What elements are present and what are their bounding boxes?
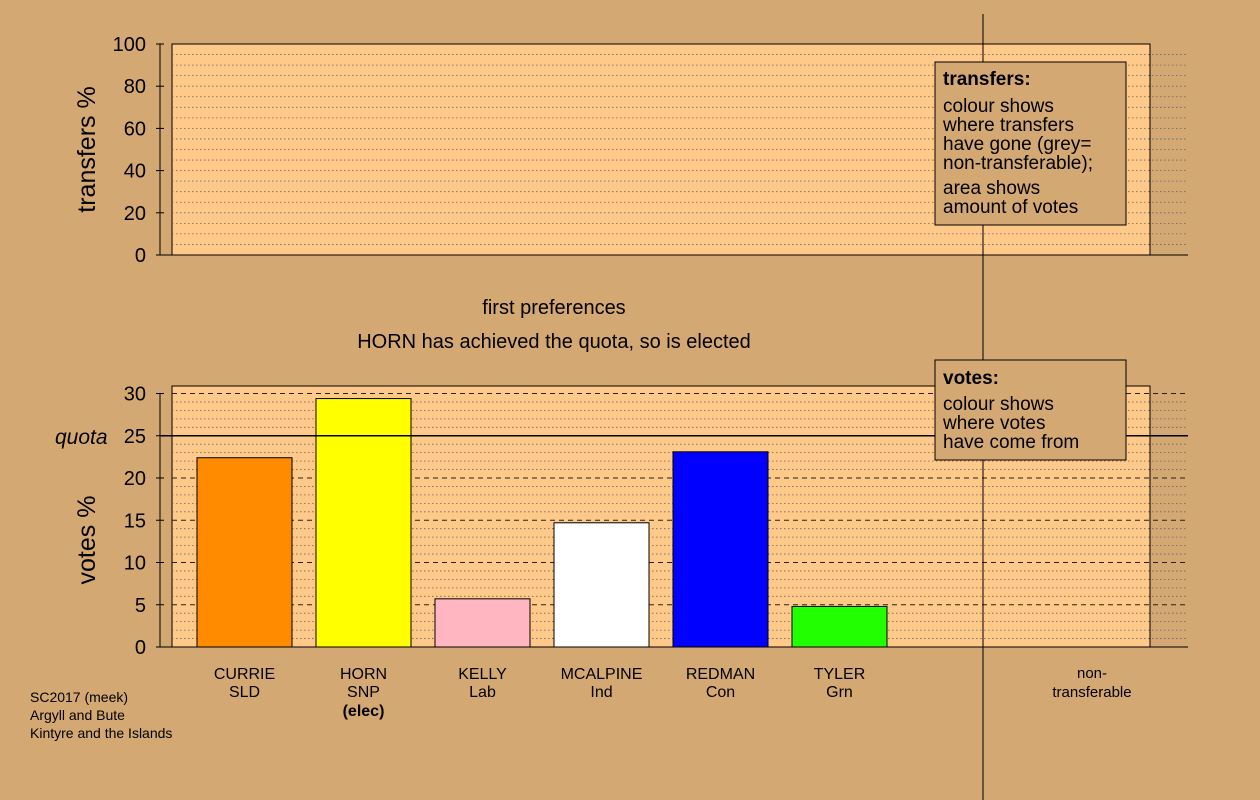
candidate-party-label: Grn bbox=[826, 684, 853, 701]
candidate-party-label: Ind bbox=[590, 684, 612, 701]
transfers-legend-title: transfers: bbox=[943, 69, 1031, 90]
bar-redman bbox=[672, 451, 769, 648]
transfers-y-tick-label: 80 bbox=[124, 76, 146, 98]
votes-y-tick-label: 0 bbox=[135, 637, 146, 659]
transfers-y-tick-label: 40 bbox=[124, 161, 146, 183]
transfers-legend-text: have gone (grey= bbox=[943, 134, 1091, 155]
votes-y-tick-label: 5 bbox=[135, 595, 146, 617]
footer-line: SC2017 (meek) bbox=[30, 689, 128, 705]
bar-horn bbox=[315, 398, 412, 648]
votes-y-tick-label: 25 bbox=[124, 426, 146, 448]
transfers-legend-text: area shows bbox=[943, 178, 1040, 199]
votes-y-tick-label: 20 bbox=[124, 468, 146, 490]
transfers-legend-text: non-transferable); bbox=[943, 153, 1093, 174]
transfers-legend-text: where transfers bbox=[942, 115, 1074, 136]
bar-tyler bbox=[791, 605, 888, 648]
nontransferable-label: non- bbox=[1077, 665, 1107, 682]
transfers-y-tick-label: 20 bbox=[124, 203, 146, 225]
transfers-y-axis-title: transfers % bbox=[73, 86, 101, 212]
transfers-legend-text: amount of votes bbox=[943, 197, 1078, 218]
chart-subtitle: HORN has achieved the quota, so is elect… bbox=[357, 331, 751, 353]
bar-mcalpine bbox=[553, 522, 650, 648]
candidate-party-label: SNP bbox=[347, 684, 380, 701]
quota-label: quota bbox=[55, 426, 108, 449]
candidate-name-label: KELLY bbox=[458, 666, 507, 683]
candidate-name-label: REDMAN bbox=[686, 666, 755, 683]
transfers-y-tick-label: 60 bbox=[124, 118, 146, 140]
candidate-name-label: CURRIE bbox=[214, 666, 275, 683]
transfers-y-tick-label: 0 bbox=[135, 245, 146, 267]
bar-kelly bbox=[434, 598, 531, 648]
votes-legend-text: where votes bbox=[942, 413, 1045, 434]
votes-legend bbox=[934, 359, 1127, 461]
votes-y-tick-label: 15 bbox=[124, 510, 146, 532]
votes-y-tick-label: 10 bbox=[124, 553, 146, 575]
candidate-name-label: MCALPINE bbox=[561, 666, 643, 683]
candidate-party-label: Con bbox=[706, 684, 735, 701]
elected-note: (elec) bbox=[343, 703, 385, 720]
bar-currie bbox=[196, 457, 293, 648]
candidate-name-label: HORN bbox=[340, 666, 387, 683]
nontransferable-label: transferable bbox=[1052, 684, 1131, 701]
transfers-legend bbox=[934, 61, 1127, 226]
votes-y-tick-label: 30 bbox=[124, 384, 146, 406]
transfers-y-tick-label: 100 bbox=[113, 34, 146, 56]
candidate-party-label: SLD bbox=[229, 684, 260, 701]
votes-legend-title: votes: bbox=[943, 368, 999, 389]
candidate-name-label: TYLER bbox=[814, 666, 866, 683]
chart-title: first preferences bbox=[482, 297, 625, 319]
transfers-legend-text: colour shows bbox=[943, 96, 1054, 117]
candidate-party-label: Lab bbox=[469, 684, 496, 701]
footer-line: Argyll and Bute bbox=[30, 707, 125, 723]
votes-y-axis-title: votes % bbox=[73, 496, 101, 585]
votes-legend-text: have come from bbox=[943, 432, 1079, 453]
footer-line: Kintyre and the Islands bbox=[30, 725, 172, 741]
votes-legend-text: colour shows bbox=[943, 394, 1054, 415]
